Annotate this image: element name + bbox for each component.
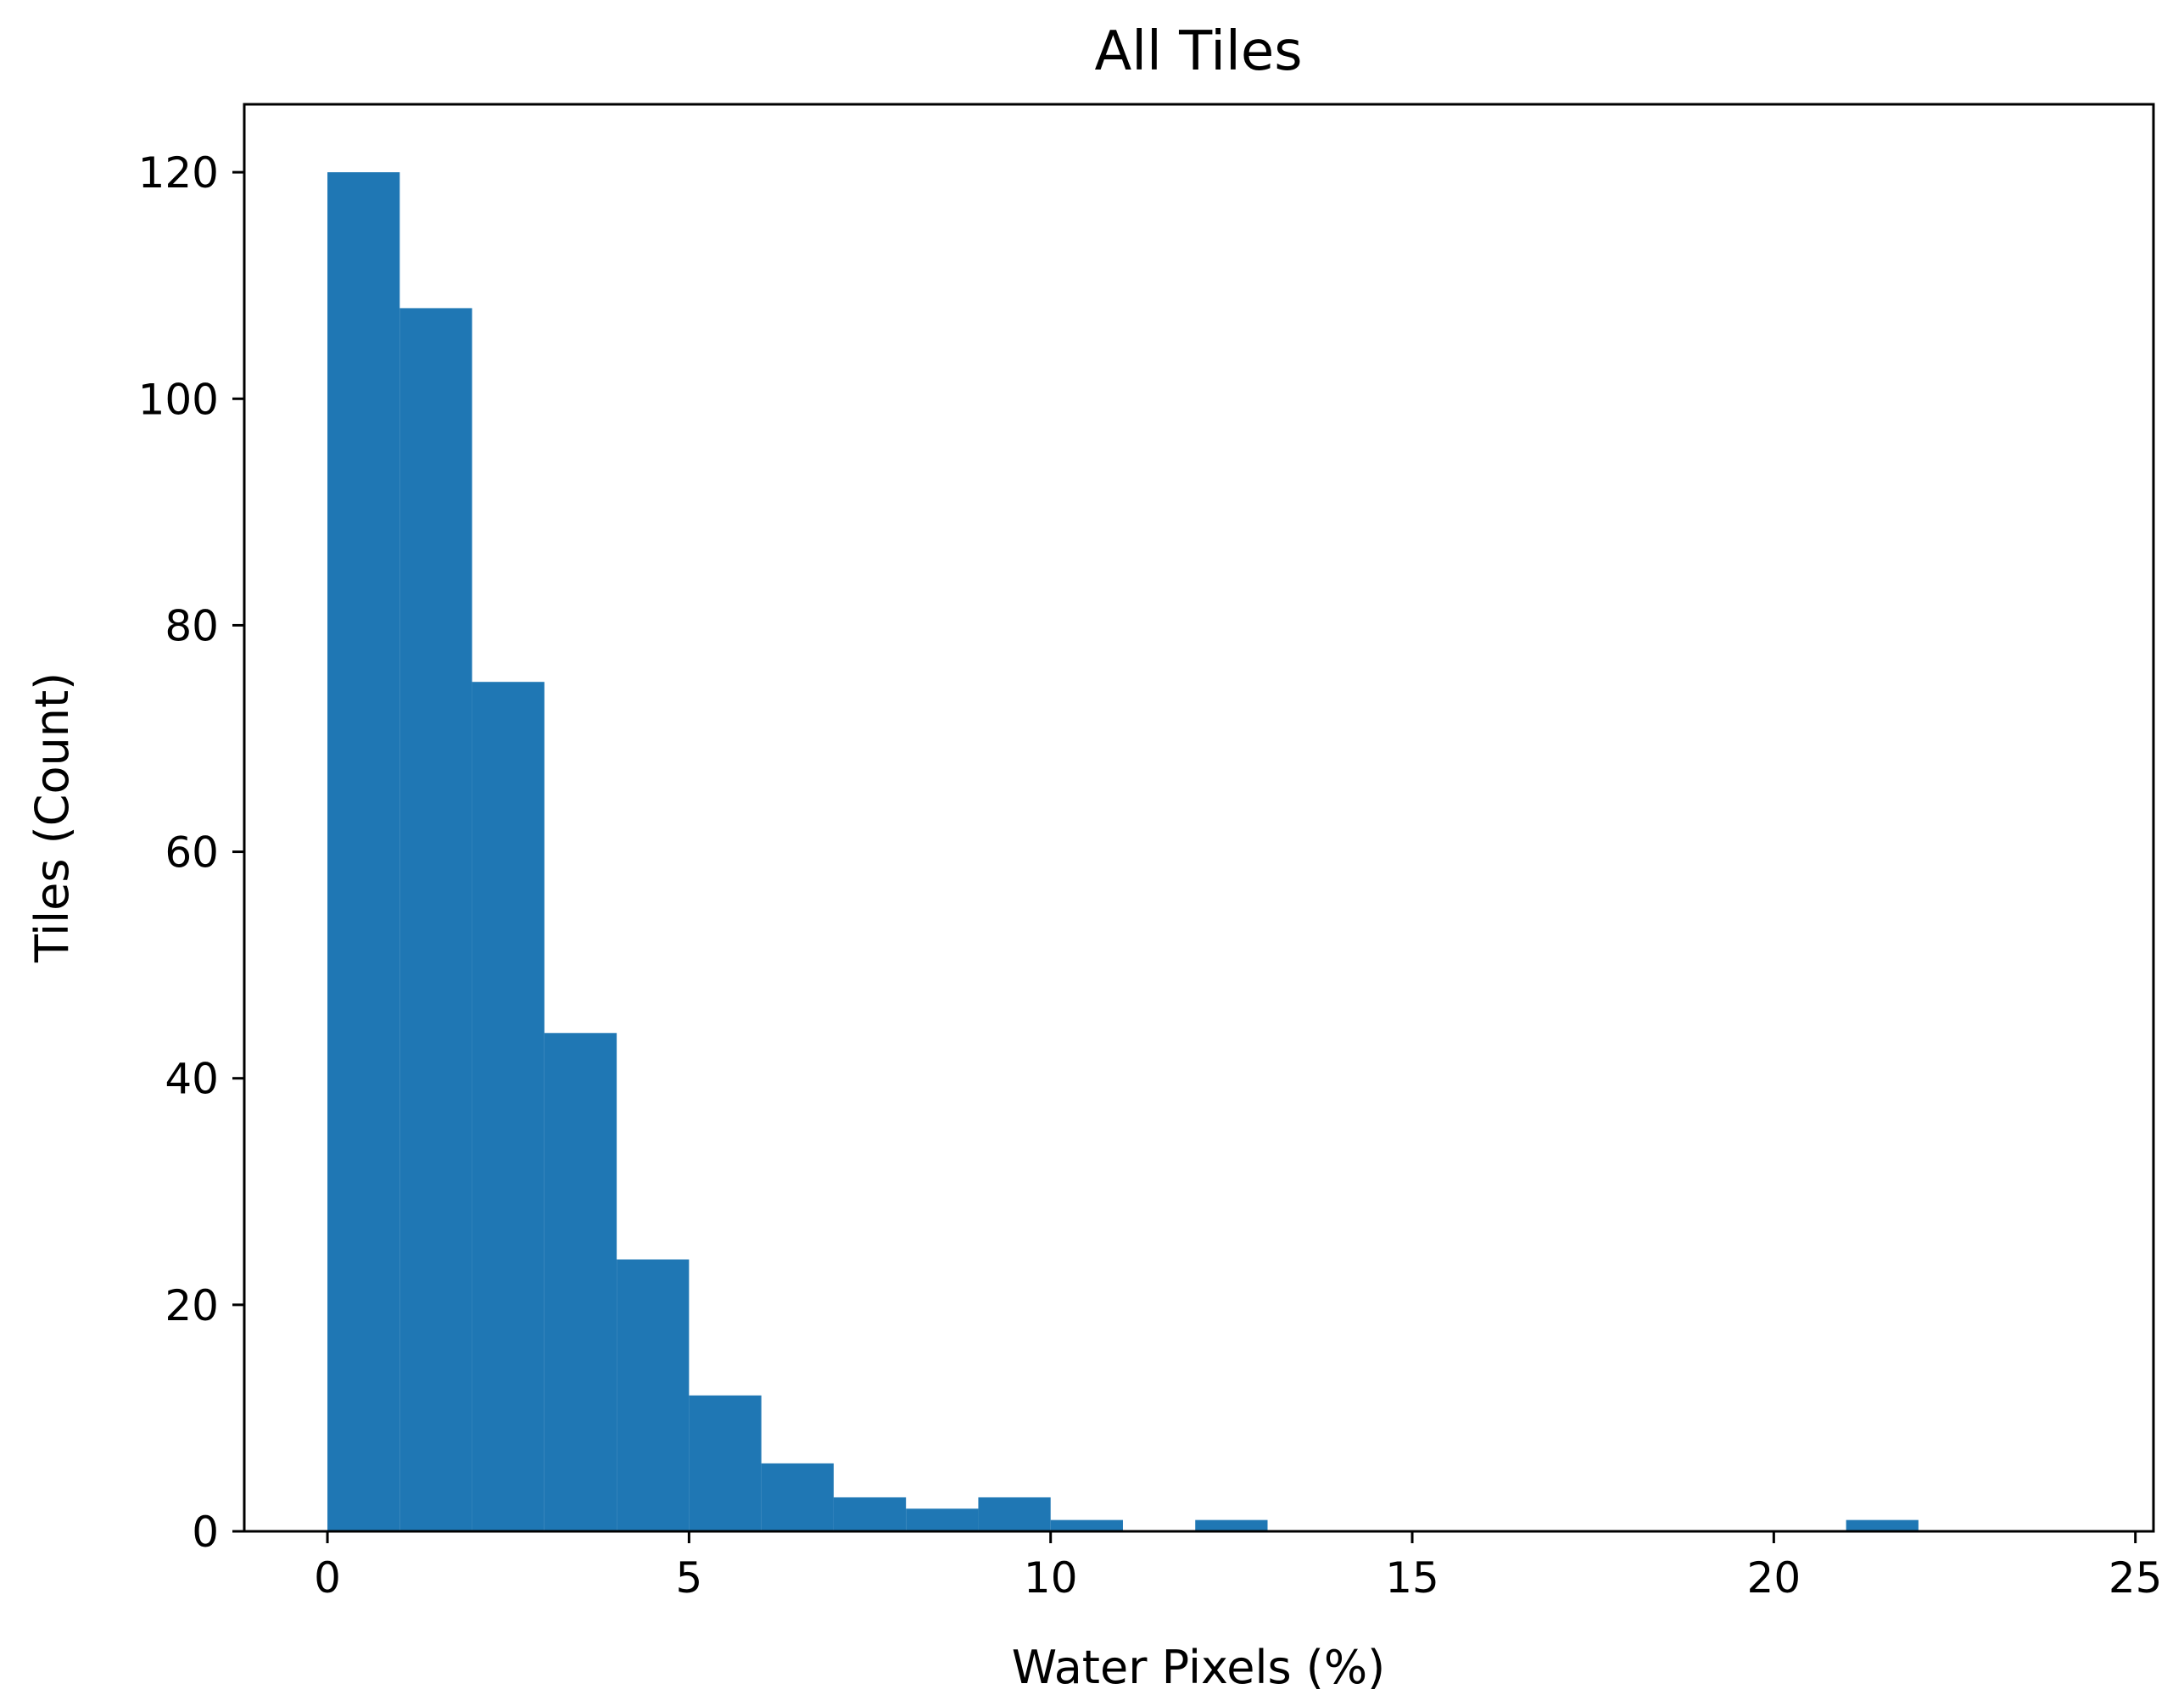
bar-3-4 (544, 1033, 617, 1531)
bar-12-13 (1195, 1519, 1268, 1531)
x-tick-label-10: 10 (1024, 1553, 1078, 1603)
y-tick-label-20: 20 (165, 1281, 219, 1330)
bars-group (327, 172, 1919, 1532)
x-tick-label-5: 5 (675, 1553, 702, 1603)
y-tick-label-80: 80 (165, 601, 219, 650)
plot-frame (243, 103, 2155, 1533)
y-tick-label-100: 100 (138, 375, 219, 424)
y-tick-label-40: 40 (165, 1055, 219, 1104)
x-tick-label-25: 25 (2109, 1553, 2163, 1603)
y-axis: 0 20 40 60 80 100 120 (138, 148, 244, 1557)
chart-title: All Tiles (1094, 20, 1302, 83)
x-tick-label-15: 15 (1385, 1553, 1439, 1603)
y-tick-label-0: 0 (192, 1508, 219, 1557)
x-axis: 0 5 10 15 20 25 (314, 1531, 2162, 1603)
bar-1-2 (399, 308, 472, 1531)
bar-0-1 (327, 172, 400, 1532)
bar-21-22 (1846, 1519, 1919, 1531)
x-tick-label-0: 0 (314, 1553, 341, 1603)
bar-7-8 (833, 1497, 907, 1531)
bar-4-5 (617, 1259, 690, 1531)
bar-2-3 (472, 682, 545, 1531)
bar-5-6 (689, 1395, 762, 1531)
x-axis-label: Water Pixels (%) (1012, 1641, 1385, 1694)
bar-9-10 (978, 1497, 1051, 1531)
y-axis-label: Tiles (Count) (25, 672, 79, 963)
bar-10-11 (1050, 1519, 1123, 1531)
bar-8-9 (906, 1508, 979, 1531)
bar-6-7 (761, 1463, 834, 1531)
y-tick-label-120: 120 (138, 148, 219, 198)
y-tick-label-60: 60 (165, 828, 219, 878)
x-tick-label-20: 20 (1747, 1553, 1801, 1603)
